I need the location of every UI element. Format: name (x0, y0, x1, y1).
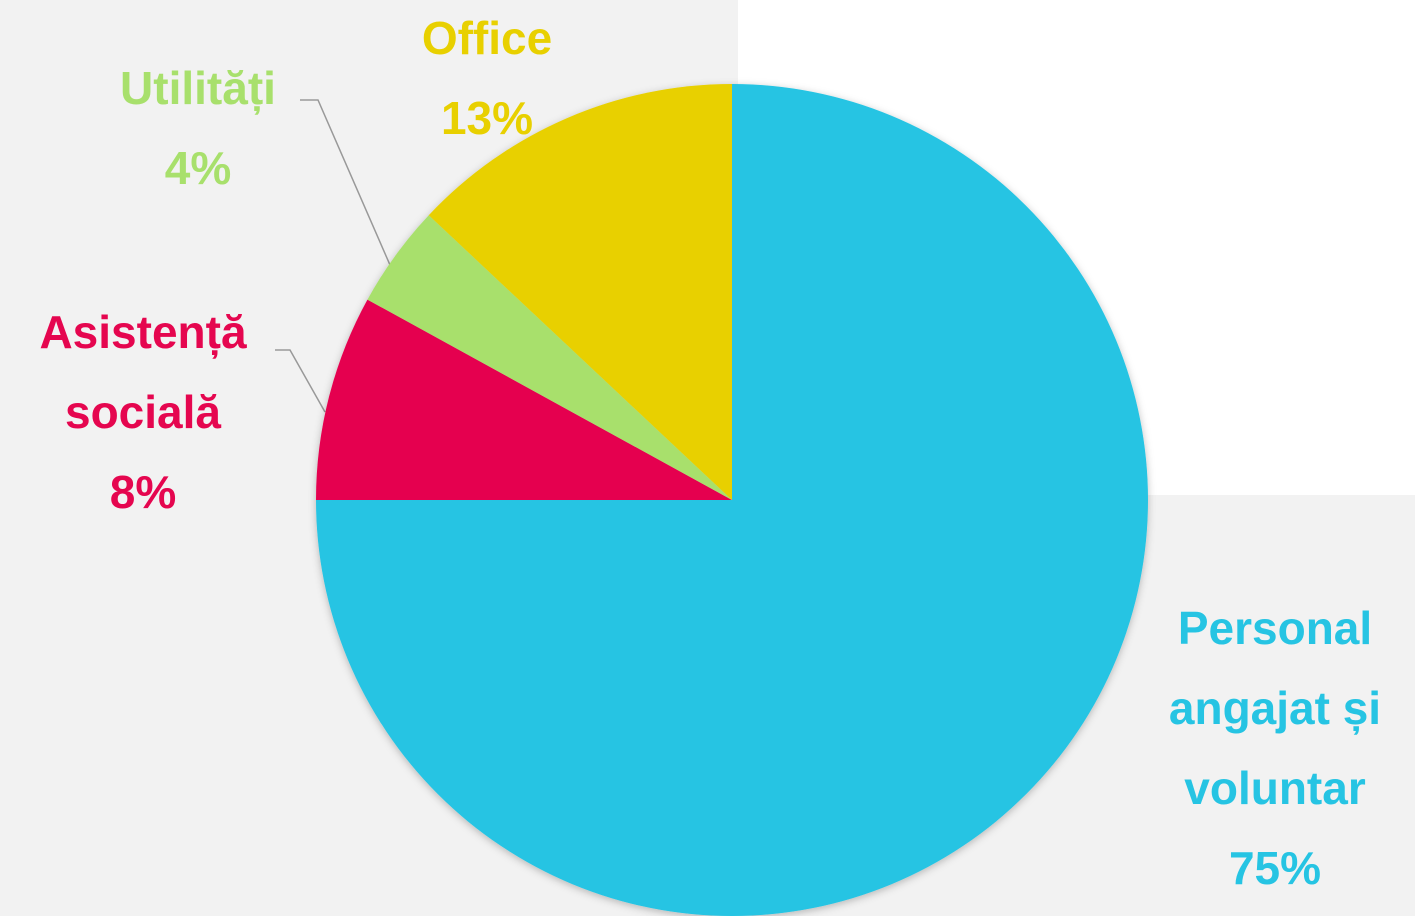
pie-slice (428, 84, 732, 500)
slice-label: Personal angajat și voluntar 75% (1140, 588, 1410, 908)
pie-slice (316, 299, 732, 500)
category-label: Personal angajat și voluntar (1168, 602, 1382, 814)
category-label: Office (421, 12, 553, 64)
value-label: 75% (1228, 842, 1322, 894)
category-label: Asistență socială (39, 306, 247, 438)
pie-slice (367, 215, 732, 501)
value-label: 13% (440, 92, 534, 144)
slice-label: Utilități 4% (68, 48, 328, 208)
value-label: 8% (109, 466, 177, 518)
slice-label: Office 13% (357, 0, 617, 158)
value-label: 4% (164, 142, 232, 194)
leader-line (275, 349, 326, 413)
slice-label: Asistență socială 8% (3, 292, 283, 532)
leader-line (300, 99, 391, 266)
pie (316, 84, 1148, 916)
category-label: Utilități (120, 62, 276, 114)
